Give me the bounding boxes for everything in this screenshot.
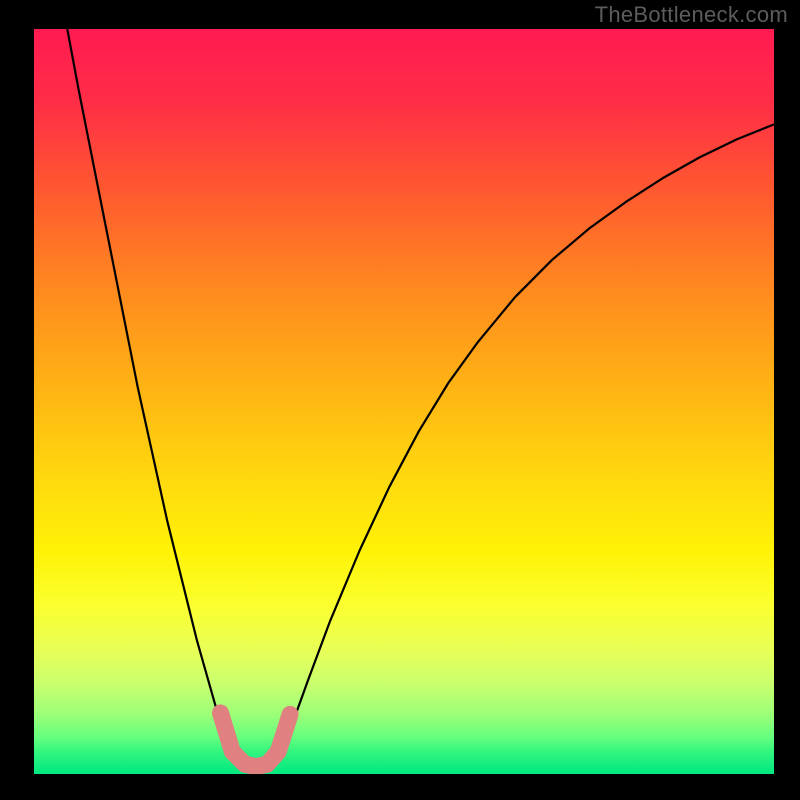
plot-gradient-background bbox=[34, 29, 774, 774]
watermark-text: TheBottleneck.com bbox=[595, 2, 788, 28]
chart-stage: TheBottleneck.com bbox=[0, 0, 800, 800]
bottleneck-chart bbox=[0, 0, 800, 800]
